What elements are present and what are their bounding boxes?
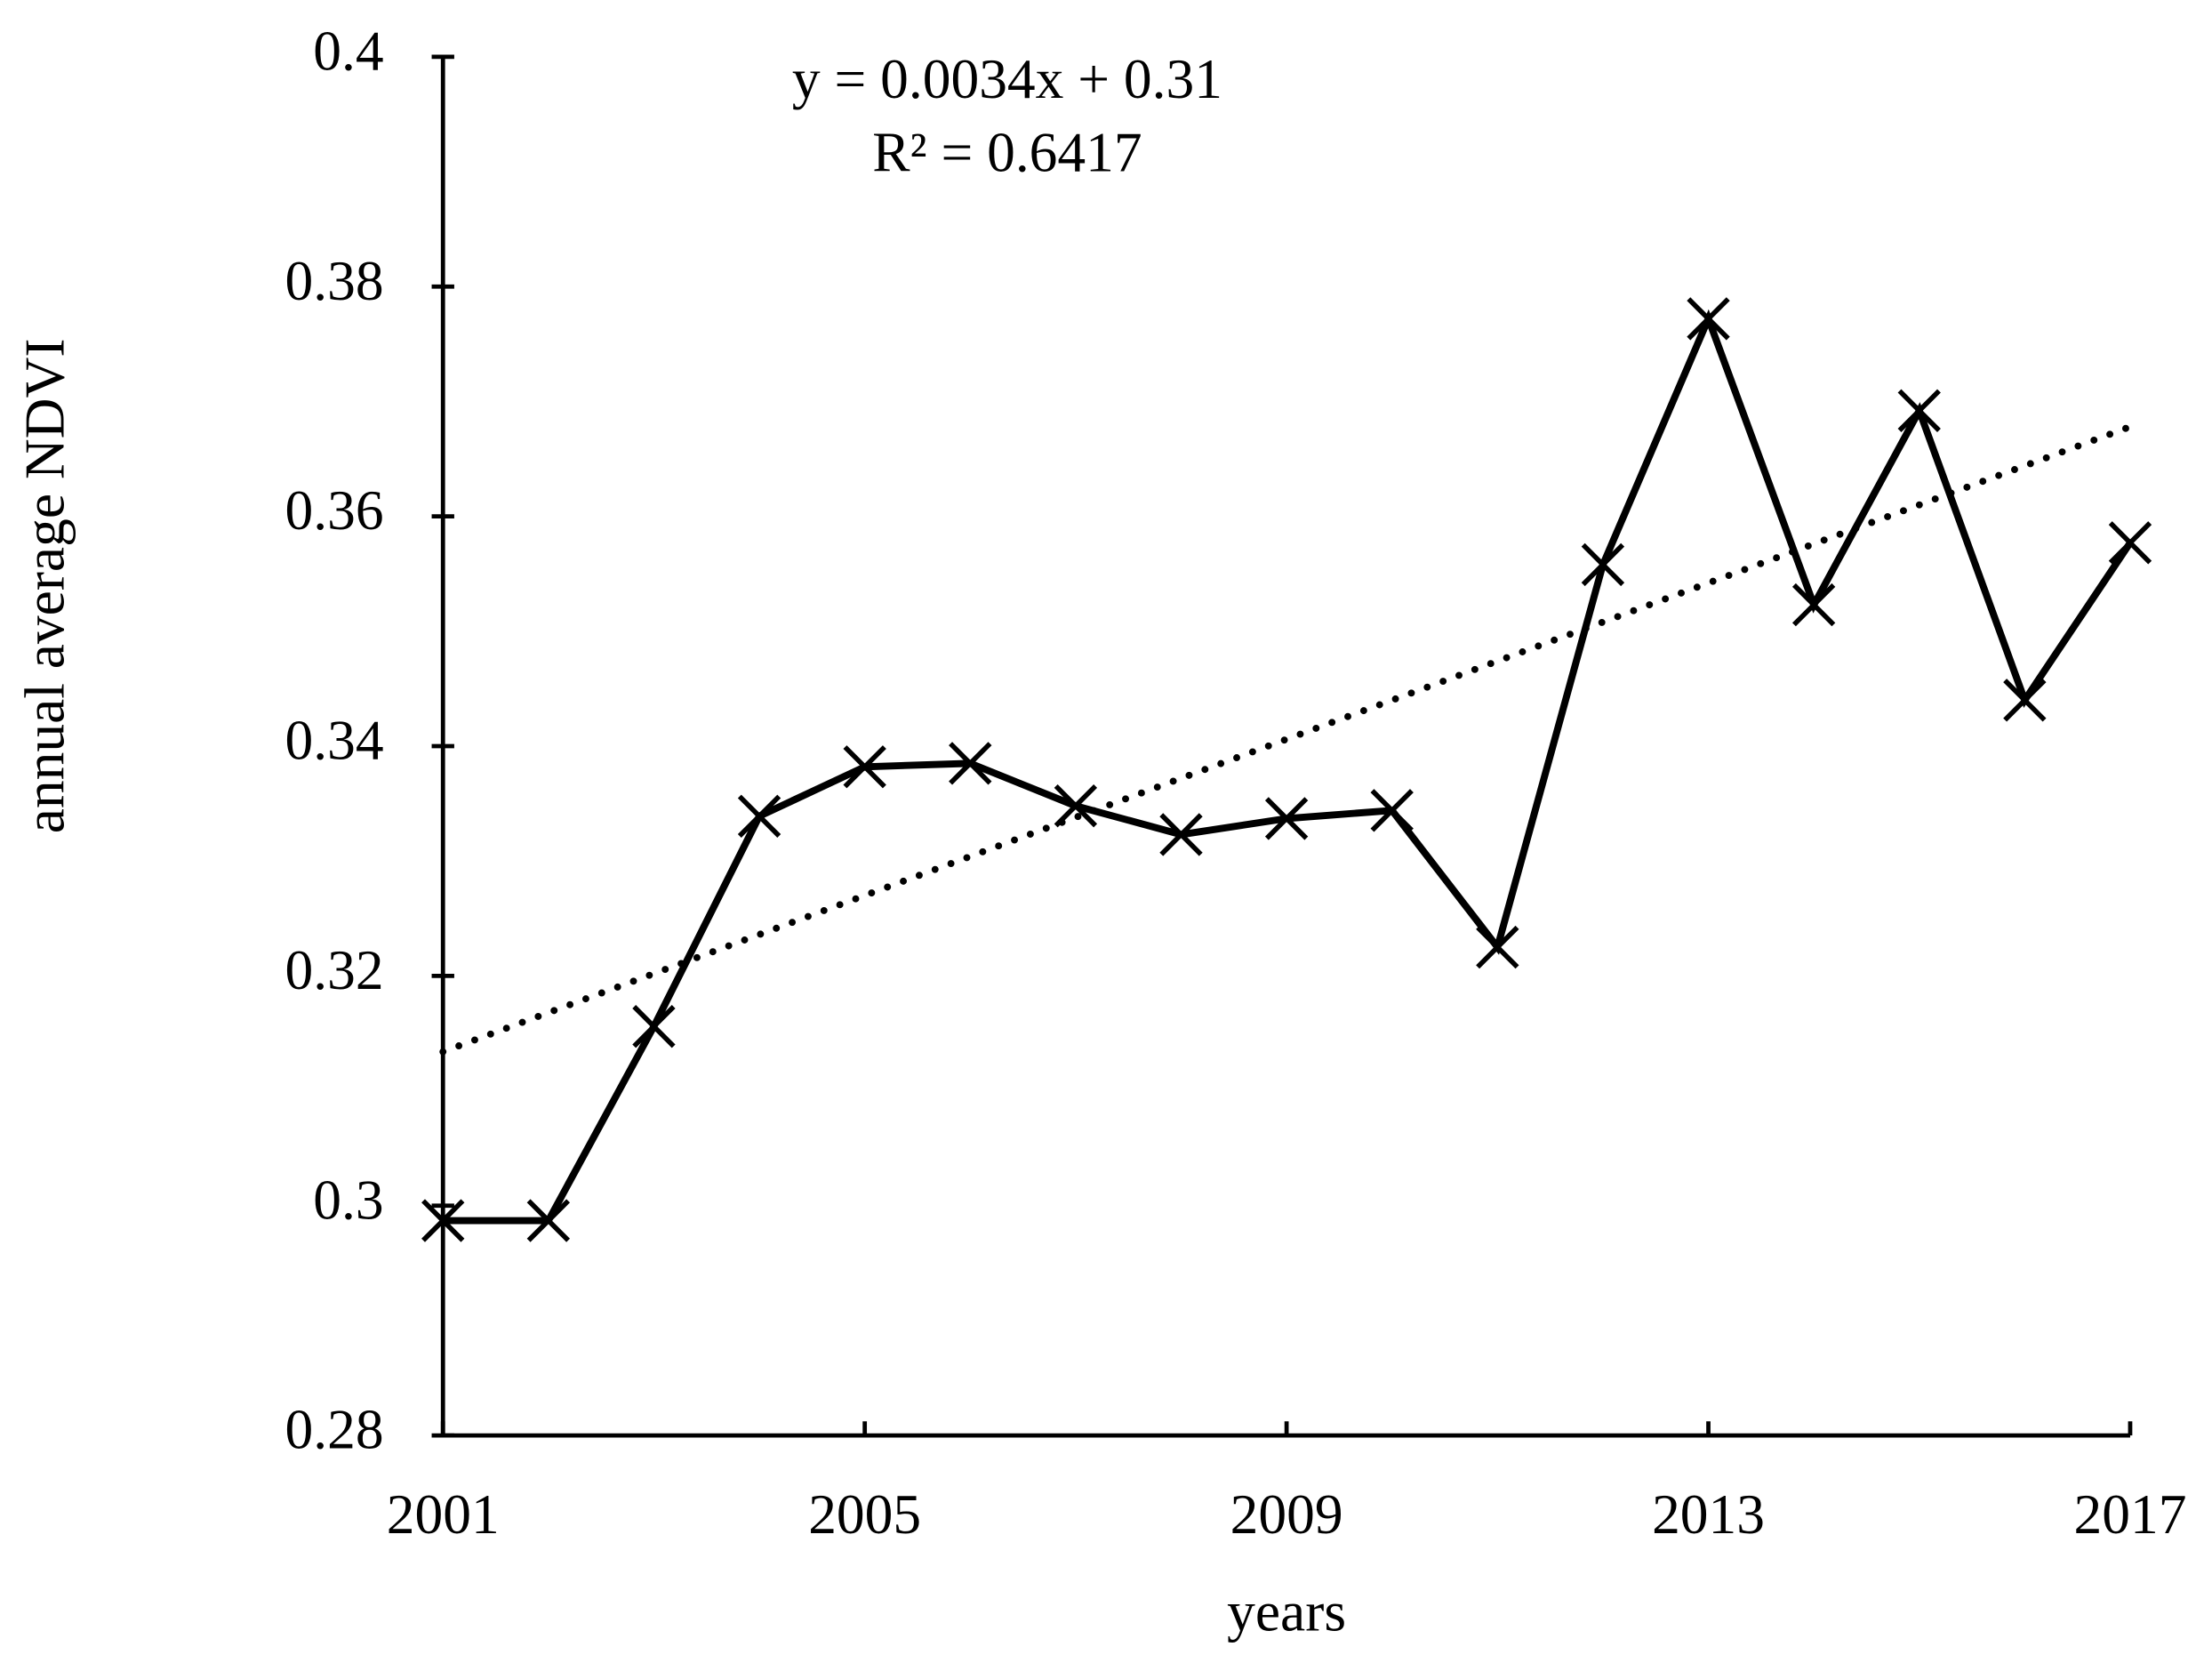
x-marker bbox=[1687, 297, 1730, 341]
y-tick-label: 0.4 bbox=[313, 19, 383, 82]
x-tick-label: 2013 bbox=[1652, 1482, 1765, 1546]
x-marker bbox=[1897, 389, 1941, 432]
x-tick-label: 2005 bbox=[808, 1482, 921, 1546]
x-tick-label: 2017 bbox=[2074, 1482, 2187, 1546]
x-marker bbox=[1264, 797, 1309, 840]
x-marker bbox=[1791, 582, 1836, 627]
x-tick-label: 2009 bbox=[1230, 1482, 1343, 1546]
y-tick-label: 0.36 bbox=[285, 478, 384, 542]
x-marker bbox=[2108, 521, 2152, 565]
x-marker bbox=[632, 1005, 676, 1048]
x-marker bbox=[1370, 789, 1414, 832]
y-tick-label: 0.3 bbox=[313, 1168, 383, 1231]
trend-line bbox=[439, 422, 2134, 1056]
x-marker bbox=[949, 742, 992, 785]
x-axis-label: years bbox=[1227, 1579, 1346, 1643]
trend-equation: y = 0.0034x + 0.31 bbox=[792, 47, 1222, 110]
x-marker bbox=[737, 794, 781, 838]
x-tick-label: 2001 bbox=[387, 1482, 500, 1546]
x-marker bbox=[1476, 925, 1519, 969]
x-marker bbox=[2003, 679, 2047, 722]
x-marker bbox=[1581, 542, 1625, 587]
y-tick-label: 0.32 bbox=[285, 938, 384, 1001]
y-tick-label: 0.28 bbox=[285, 1398, 384, 1461]
x-marker bbox=[843, 745, 886, 789]
x-marker bbox=[1159, 813, 1203, 856]
y-tick-label: 0.38 bbox=[285, 249, 384, 312]
x-marker bbox=[421, 1199, 465, 1242]
r-squared: R² = 0.6417 bbox=[872, 121, 1142, 184]
y-axis-label: annual average NDVI bbox=[13, 339, 76, 834]
x-marker bbox=[526, 1199, 571, 1242]
y-tick-label: 0.34 bbox=[285, 709, 384, 772]
